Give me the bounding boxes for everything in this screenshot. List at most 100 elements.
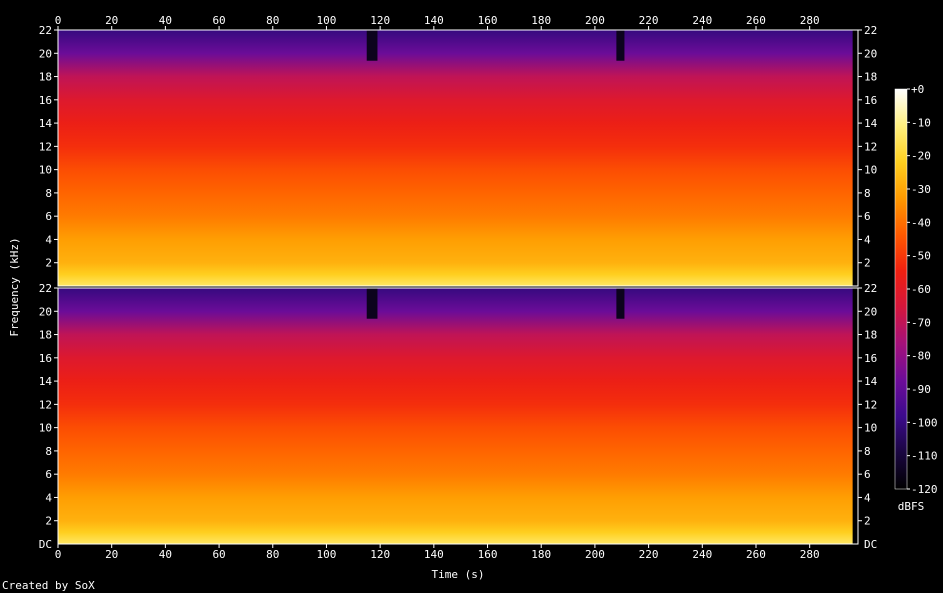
y-tick-label: 2 bbox=[864, 515, 871, 528]
x-tick-label: 80 bbox=[266, 548, 279, 561]
colorbar-tick-label: -30 bbox=[911, 183, 931, 196]
y-tick-label: 22 bbox=[39, 282, 52, 295]
colorbar-tick-label: -80 bbox=[911, 350, 931, 363]
y-tick-label: 18 bbox=[864, 71, 877, 84]
colorbar-tick-label: -120 bbox=[911, 483, 938, 496]
y-tick-label: 6 bbox=[45, 210, 52, 223]
colorbar-tick-label: -90 bbox=[911, 383, 931, 396]
y-tick-label-dc: DC bbox=[864, 538, 877, 551]
colorbar-scale bbox=[894, 88, 908, 490]
quiet-segment bbox=[616, 288, 625, 319]
y-tick-label: 14 bbox=[864, 375, 878, 388]
y-tick-label: 6 bbox=[864, 210, 871, 223]
y-tick-label: 16 bbox=[864, 352, 877, 365]
channel-left-panel bbox=[57, 29, 859, 287]
y-tick-label: 18 bbox=[39, 71, 52, 84]
x-tick-label: 280 bbox=[800, 14, 820, 27]
y-axis-label: Frequency (kHz) bbox=[8, 237, 21, 336]
y-tick-label: 8 bbox=[45, 187, 52, 200]
x-tick-label: 180 bbox=[531, 548, 551, 561]
colorbar-tick-label: -60 bbox=[911, 283, 931, 296]
y-tick-label: 20 bbox=[39, 47, 52, 60]
y-tick-label: 12 bbox=[39, 140, 52, 153]
y-tick-label: 12 bbox=[864, 140, 877, 153]
x-tick-label: 240 bbox=[692, 548, 712, 561]
x-axis-label: Time (s) bbox=[432, 568, 485, 581]
x-tick-label: 140 bbox=[424, 548, 444, 561]
x-tick-label: 40 bbox=[159, 548, 172, 561]
y-tick-label: 10 bbox=[39, 164, 52, 177]
y-tick-label: 14 bbox=[864, 117, 878, 130]
x-tick-label: 180 bbox=[531, 14, 551, 27]
colorbar-tick-label: -20 bbox=[911, 150, 931, 163]
y-tick-label: 4 bbox=[864, 491, 871, 504]
x-tick-label: 200 bbox=[585, 548, 605, 561]
channel-right-panel bbox=[57, 287, 859, 545]
spectrogram-field bbox=[58, 30, 853, 286]
panel-frame bbox=[57, 29, 859, 287]
x-tick-label: 40 bbox=[159, 14, 172, 27]
colorbar-tick-label: -110 bbox=[911, 450, 938, 463]
colorbar-tick-label: -70 bbox=[911, 316, 931, 329]
y-tick-label-dc: DC bbox=[39, 538, 52, 551]
y-tick-label: 20 bbox=[864, 47, 877, 60]
sox-credit: Created by SoX bbox=[2, 579, 95, 592]
x-tick-label: 160 bbox=[478, 14, 498, 27]
colorbar-tick-label: -40 bbox=[911, 216, 931, 229]
x-tick-label: 60 bbox=[212, 14, 225, 27]
y-tick-label: 16 bbox=[39, 94, 52, 107]
y-tick-label: 10 bbox=[864, 422, 877, 435]
x-tick-label: 100 bbox=[317, 548, 337, 561]
x-tick-label: 60 bbox=[212, 548, 225, 561]
y-tick-label: 4 bbox=[45, 233, 52, 246]
y-tick-label: 16 bbox=[864, 94, 877, 107]
colorbar-tick-label: +0 bbox=[911, 83, 924, 96]
y-tick-label: 8 bbox=[45, 445, 52, 458]
colorbar-tick-label: -100 bbox=[911, 416, 938, 429]
x-tick-label: 20 bbox=[105, 548, 118, 561]
x-tick-label: 140 bbox=[424, 14, 444, 27]
y-tick-label: 2 bbox=[45, 257, 52, 270]
quiet-segment bbox=[366, 288, 378, 319]
x-tick-label: 160 bbox=[478, 548, 498, 561]
x-tick-label: 0 bbox=[55, 14, 62, 27]
x-tick-label: 0 bbox=[55, 548, 62, 561]
y-tick-label: 6 bbox=[864, 468, 871, 481]
x-tick-label: 220 bbox=[639, 548, 659, 561]
y-tick-label: 12 bbox=[39, 398, 52, 411]
y-tick-label: 4 bbox=[45, 491, 52, 504]
y-tick-label: 14 bbox=[39, 375, 53, 388]
y-tick-label: 18 bbox=[864, 329, 877, 342]
x-tick-label: 120 bbox=[370, 14, 390, 27]
y-tick-label: 22 bbox=[39, 24, 52, 37]
x-tick-label: 120 bbox=[370, 548, 390, 561]
colorbar-tick-label: -10 bbox=[911, 116, 931, 129]
y-tick-label: 2 bbox=[45, 515, 52, 528]
y-tick-label: 8 bbox=[864, 187, 871, 200]
y-tick-label: 12 bbox=[864, 398, 877, 411]
spectrogram-field bbox=[58, 288, 853, 544]
x-tick-label: 100 bbox=[317, 14, 337, 27]
x-tick-label: 260 bbox=[746, 14, 766, 27]
x-tick-label: 240 bbox=[692, 14, 712, 27]
x-tick-label: 80 bbox=[266, 14, 279, 27]
x-tick-label: 20 bbox=[105, 14, 118, 27]
y-tick-label: 10 bbox=[39, 422, 52, 435]
y-tick-label: 2 bbox=[864, 257, 871, 270]
colorbar-tick-label: -50 bbox=[911, 250, 931, 263]
y-tick-label: 22 bbox=[864, 282, 877, 295]
y-tick-label: 10 bbox=[864, 164, 877, 177]
colorbar-unit-label: dBFS bbox=[898, 500, 925, 513]
y-tick-label: 18 bbox=[39, 329, 52, 342]
x-tick-label: 220 bbox=[639, 14, 659, 27]
y-tick-label: 16 bbox=[39, 352, 52, 365]
x-tick-label: 200 bbox=[585, 14, 605, 27]
quiet-segment bbox=[616, 30, 625, 61]
y-tick-label: 6 bbox=[45, 468, 52, 481]
x-tick-label: 260 bbox=[746, 548, 766, 561]
y-tick-label: 8 bbox=[864, 445, 871, 458]
panel-frame bbox=[57, 287, 859, 545]
x-tick-label: 280 bbox=[800, 548, 820, 561]
y-tick-label: 22 bbox=[864, 24, 877, 37]
